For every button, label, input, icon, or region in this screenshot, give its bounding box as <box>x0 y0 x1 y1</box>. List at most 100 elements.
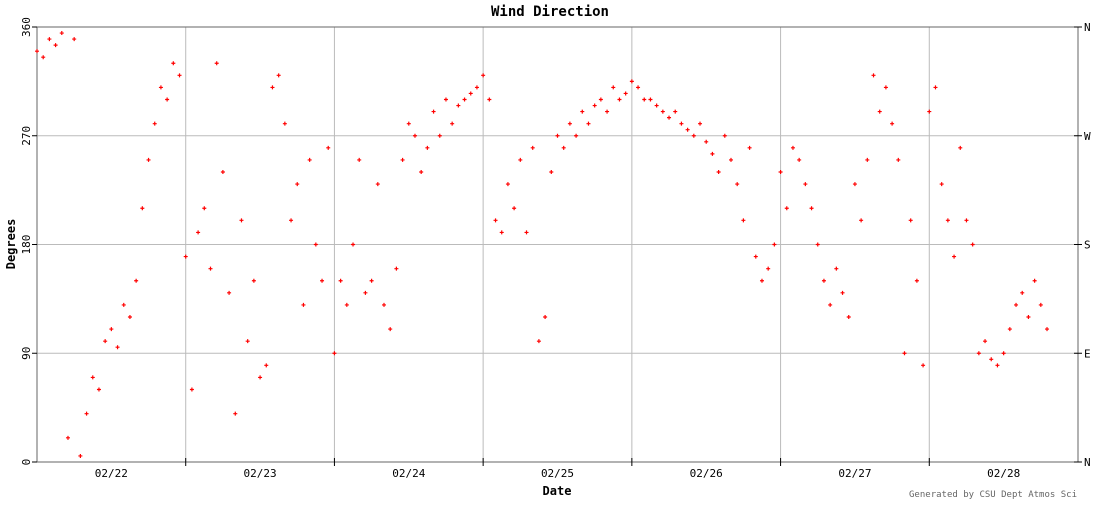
data-point <box>258 375 263 380</box>
y-tick-label: 180 <box>20 235 33 255</box>
data-point <box>289 218 294 223</box>
data-point <box>543 315 548 319</box>
data-point <box>716 170 721 174</box>
data-point <box>338 278 343 283</box>
y-tick-label: 90 <box>20 347 33 360</box>
right-tick-label: N <box>1084 456 1091 469</box>
data-point <box>282 121 287 126</box>
data-point <box>735 182 740 187</box>
data-point <box>784 206 789 211</box>
y-axis-label: Degrees <box>4 219 18 270</box>
data-point <box>214 61 219 66</box>
data-point <box>927 109 932 114</box>
data-point <box>443 97 448 102</box>
data-point <box>202 206 207 211</box>
data-point <box>685 127 690 132</box>
data-point <box>344 302 349 307</box>
data-point <box>425 145 430 150</box>
x-axis: 02/22 02/23 02/24 02/25 02/26 02/27 02/28 <box>95 458 1020 480</box>
data-point <box>1014 302 1019 307</box>
data-point <box>165 97 170 102</box>
data-point <box>642 97 647 102</box>
data-point <box>65 435 70 440</box>
data-point <box>183 254 188 259</box>
data-point <box>759 278 764 283</box>
data-point <box>790 145 795 150</box>
data-point <box>772 242 777 247</box>
data-point <box>264 363 269 368</box>
data-point <box>561 145 566 150</box>
data-point <box>115 345 120 350</box>
data-point <box>983 339 988 344</box>
data-point <box>369 278 374 283</box>
grid <box>37 27 1078 462</box>
data-point <box>227 290 232 295</box>
footer-credit: Generated by CSU Dept Atmos Sci <box>909 490 1077 500</box>
data-point <box>815 242 820 247</box>
data-point <box>660 109 665 114</box>
data-point <box>394 266 399 271</box>
data-point <box>710 151 715 156</box>
data-point <box>989 357 994 362</box>
data-point <box>177 73 182 78</box>
data-point <box>803 182 808 187</box>
data-point <box>530 145 535 150</box>
x-tick-label: 02/24 <box>392 467 425 480</box>
data-point <box>691 133 696 138</box>
data-point <box>251 278 256 283</box>
data-point <box>939 182 944 187</box>
data-point <box>295 182 300 187</box>
data-point <box>964 218 969 223</box>
data-point <box>679 121 684 126</box>
data-point <box>648 97 653 102</box>
data-point <box>698 121 703 126</box>
data-point <box>673 109 678 114</box>
data-point <box>846 315 851 319</box>
data-point <box>140 206 145 211</box>
data-point <box>747 145 752 150</box>
data-point <box>96 387 101 392</box>
data-point <box>896 157 901 162</box>
data-point <box>121 302 126 307</box>
data-point <box>636 85 641 90</box>
data-point <box>146 157 151 162</box>
x-tick-label: 02/25 <box>541 467 574 480</box>
data-point <box>555 133 560 138</box>
data-points <box>35 31 1050 458</box>
data-point <box>536 339 541 344</box>
data-point <box>902 351 907 356</box>
data-point <box>270 85 275 90</box>
data-point <box>605 109 610 114</box>
chart-title: Wind Direction <box>491 4 609 20</box>
data-point <box>592 103 597 108</box>
data-point <box>921 363 926 368</box>
data-point <box>1020 290 1025 295</box>
data-point <box>797 157 802 162</box>
data-point <box>1045 327 1050 332</box>
data-point <box>103 339 108 344</box>
data-point <box>456 103 461 108</box>
data-point <box>995 363 1000 368</box>
data-point <box>196 230 201 235</box>
x-tick-label: 02/28 <box>987 467 1020 480</box>
data-point <box>158 85 163 90</box>
data-point <box>382 302 386 307</box>
data-point <box>704 139 709 144</box>
data-point <box>450 121 455 126</box>
data-point <box>883 85 888 90</box>
x-axis-label: Date <box>543 484 572 498</box>
data-point <box>871 73 876 78</box>
data-point <box>890 121 895 126</box>
data-point <box>301 302 306 307</box>
x-tick-label: 02/22 <box>95 467 128 480</box>
data-point <box>505 182 510 187</box>
data-point <box>468 91 473 96</box>
data-point <box>908 218 913 223</box>
data-point <box>722 133 727 138</box>
data-point <box>970 242 975 247</box>
data-point <box>598 97 603 102</box>
data-point <box>865 157 870 162</box>
data-point <box>78 453 83 458</box>
data-point <box>778 170 783 174</box>
data-point <box>72 37 77 42</box>
